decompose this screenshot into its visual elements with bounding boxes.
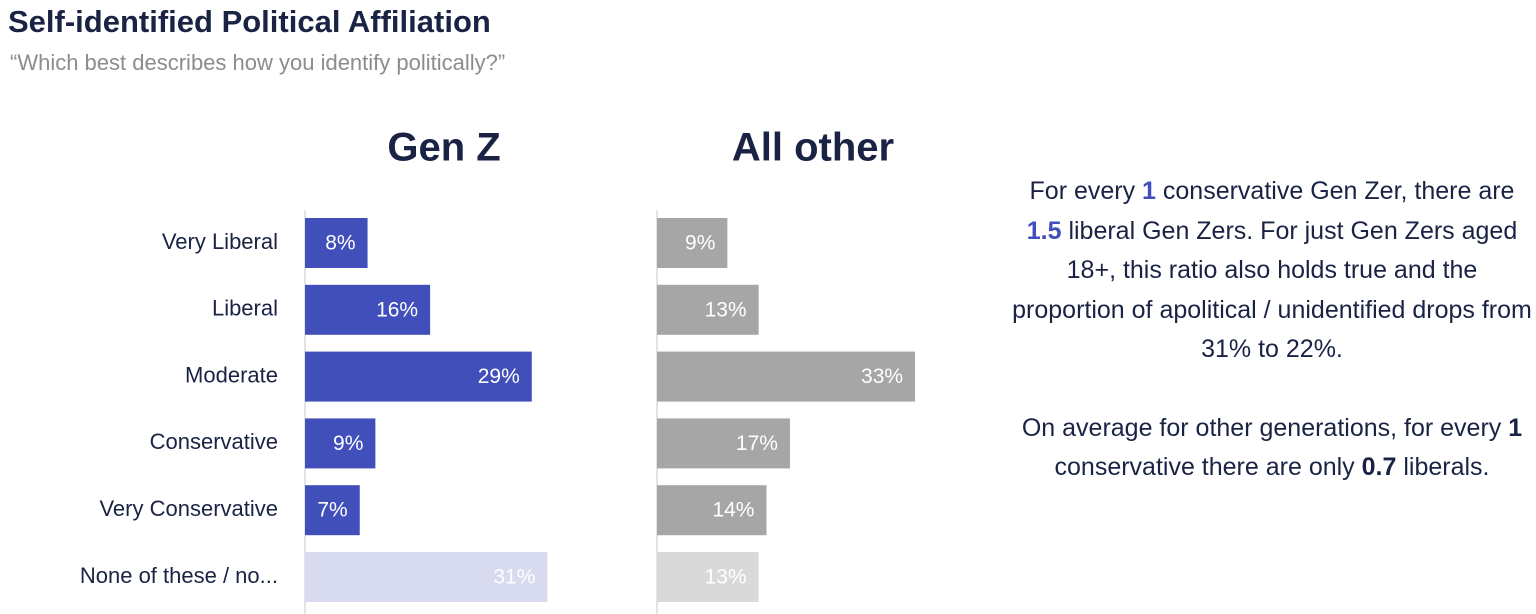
- bar: [305, 552, 548, 602]
- value-label: 29%: [478, 365, 520, 388]
- annotation-paragraph: For every 1 conservative Gen Zer, there …: [1012, 172, 1532, 370]
- value-label: 13%: [705, 298, 747, 321]
- value-label: 9%: [333, 432, 363, 455]
- value-label: 31%: [493, 566, 535, 589]
- value-label: 17%: [736, 432, 778, 455]
- bar: [305, 351, 532, 402]
- emphasis: 1: [1142, 177, 1156, 205]
- category-label: Moderate: [185, 362, 278, 387]
- category-label: Very Liberal: [162, 229, 278, 254]
- category-label: Liberal: [212, 296, 278, 321]
- bar: [657, 351, 916, 402]
- bar: [305, 284, 431, 335]
- value-label: 14%: [712, 499, 754, 522]
- text: conservative there are only: [1054, 453, 1362, 481]
- panel-title: Gen Z: [387, 126, 500, 170]
- emphasis: 0.7: [1361, 453, 1397, 481]
- bar: [657, 418, 790, 469]
- annotation-paragraph: On average for other generations, for ev…: [1012, 409, 1532, 488]
- bar: [657, 485, 767, 536]
- chart-title: Self-identified Political Affiliation: [8, 4, 491, 39]
- annotation: For every 1 conservative Gen Zer, there …: [1012, 172, 1532, 527]
- chart-subtitle: “Which best describes how you identify p…: [10, 50, 505, 75]
- panel-title: All other: [732, 126, 894, 170]
- text: On average for other generations, for ev…: [1021, 413, 1509, 442]
- category-label: Conservative: [150, 429, 278, 454]
- value-label: 33%: [861, 365, 903, 388]
- emphasis: 1.5: [1026, 216, 1062, 245]
- text: conservative Gen Zer, there are: [1155, 177, 1515, 205]
- bar: [657, 218, 728, 268]
- bar: [305, 218, 368, 268]
- value-label: 16%: [376, 298, 418, 321]
- value-label: 13%: [705, 566, 747, 589]
- bar: [305, 418, 376, 469]
- bar: [657, 552, 759, 602]
- category-label: None of these / no...: [80, 563, 278, 588]
- value-label: 9%: [685, 232, 715, 255]
- text: For every: [1029, 177, 1143, 205]
- bar: [305, 485, 360, 536]
- value-label: 8%: [325, 232, 355, 255]
- emphasis: 1: [1508, 413, 1523, 442]
- text: liberal Gen Zers. For just Gen Zers aged…: [1012, 216, 1532, 364]
- category-label: Very Conservative: [99, 496, 278, 521]
- text: liberals.: [1396, 453, 1490, 481]
- value-label: 7%: [317, 499, 347, 522]
- bar: [657, 284, 759, 335]
